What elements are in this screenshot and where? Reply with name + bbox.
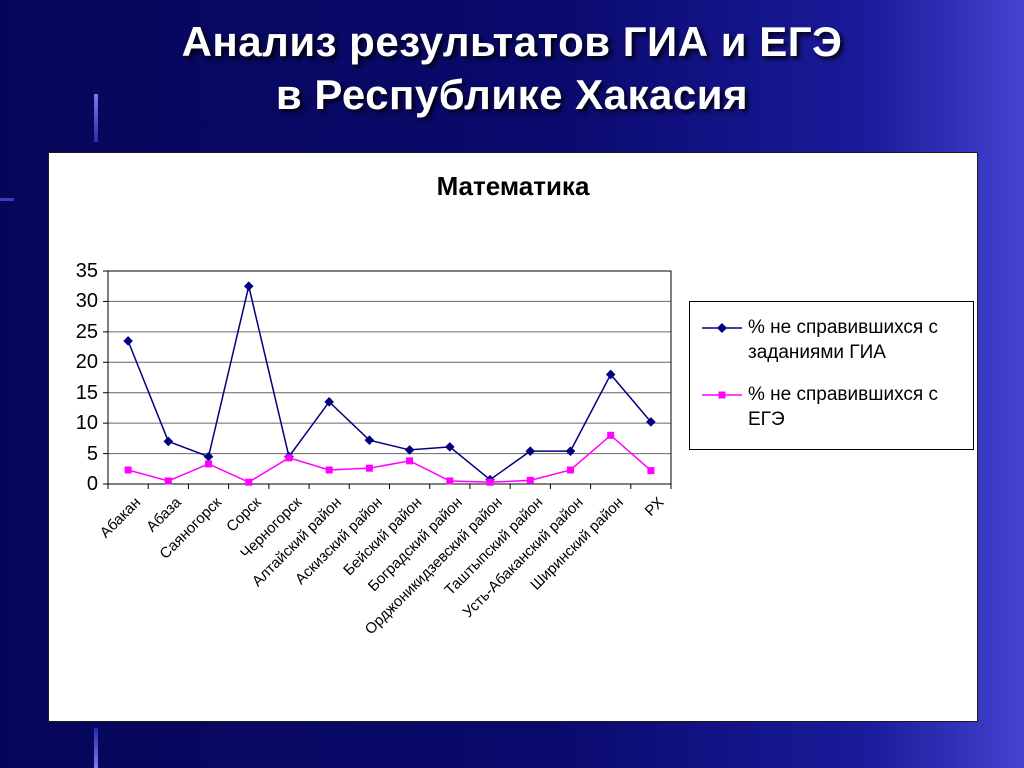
slide-title: Анализ результатов ГИА и ЕГЭ в Республик… [0, 16, 1024, 121]
y-tick-label: 20 [75, 351, 98, 374]
plot-area [103, 270, 672, 489]
legend-label-gia: % не справившихся с заданиями ГИА [748, 317, 938, 363]
slide-title-line2: в Республике Хакасия [275, 70, 749, 118]
y-tick-label: 15 [75, 381, 98, 404]
decorative-line-top [94, 94, 98, 142]
chart: Математика 0 5 10 15 20 25 30 35 Абакан Абаза Сая… [48, 152, 978, 722]
slide-title-line1: Анализ результатов ГИА и ЕГЭ [181, 18, 843, 65]
data-point-square-icon [285, 454, 293, 462]
data-point-square-icon [486, 478, 494, 486]
data-point-square-icon [607, 431, 615, 439]
data-point-diamond-icon [565, 446, 576, 456]
data-point-diamond-icon [605, 369, 616, 380]
legend: % не справившихся с заданиями ГИА % не с… [689, 301, 974, 450]
legend-label-ege: % не справившихся с ЕГЭ [748, 384, 938, 431]
series-line-diamond [127, 286, 652, 481]
y-tick-label: 0 [86, 473, 98, 495]
y-tick-label: 30 [75, 290, 98, 313]
plot-svg [103, 270, 672, 489]
data-point-square-icon [245, 478, 253, 486]
y-tick-label: 35 [75, 260, 98, 282]
data-point-square-icon [325, 466, 333, 474]
data-point-square-icon [647, 467, 655, 475]
chart-title: Математика [436, 171, 590, 201]
data-point-diamond-icon [525, 446, 536, 456]
data-point-square-icon [365, 464, 373, 472]
plot-border [107, 270, 672, 485]
data-point-square-icon [526, 476, 534, 484]
data-point-diamond-icon [324, 397, 334, 407]
data-point-diamond-icon [163, 436, 174, 447]
data-point-square-icon [205, 460, 213, 468]
legend-marker-gia-icon [702, 320, 742, 336]
data-point-square-icon [124, 466, 132, 474]
y-tick-label: 5 [86, 442, 98, 465]
legend-entry-gia: % не справившихся с заданиями ГИА [702, 316, 963, 365]
y-tick-label: 10 [75, 412, 98, 435]
legend-entry-ege: % не справившихся с ЕГЭ [702, 383, 963, 432]
series-line-square [127, 434, 652, 484]
data-point-square-icon [566, 466, 574, 474]
y-tick-label: 25 [75, 320, 98, 343]
data-point-square-icon [406, 457, 414, 465]
data-point-diamond-icon [243, 281, 254, 292]
data-point-diamond-icon [123, 336, 133, 346]
data-point-square-icon [446, 477, 454, 485]
decorative-line-bottom [94, 728, 98, 768]
data-point-square-icon [164, 477, 172, 485]
legend-marker-ege-icon [702, 387, 742, 403]
decorative-line-left [0, 198, 14, 201]
